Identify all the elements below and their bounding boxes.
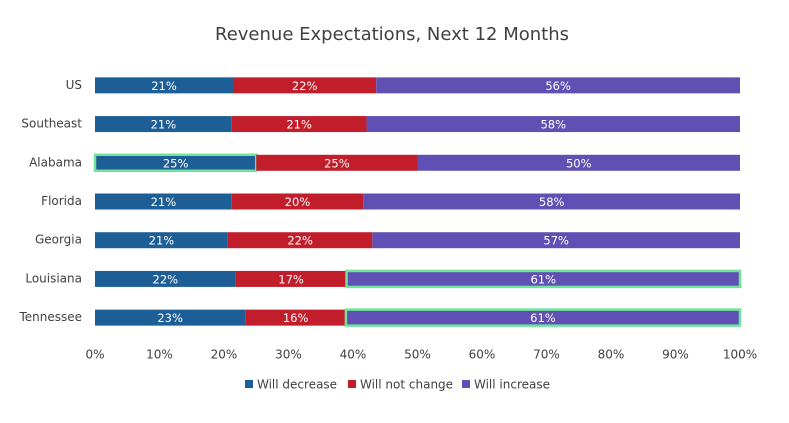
x-tick-label: 40%	[340, 348, 367, 362]
legend-swatch	[348, 380, 356, 388]
value-label: 61%	[530, 272, 556, 286]
value-label: 16%	[283, 311, 309, 325]
legend-swatch	[462, 380, 470, 388]
legend-label: Will decrease	[257, 378, 337, 392]
y-tick-label: Alabama	[29, 155, 82, 169]
bar-segment	[345, 269, 742, 289]
bar-segment	[95, 193, 232, 210]
value-label: 21%	[151, 118, 177, 132]
bar-segment	[231, 193, 364, 210]
bar-segment	[235, 270, 347, 287]
x-tick-label: 20%	[211, 348, 238, 362]
legend-label: Will increase	[474, 378, 550, 392]
y-tick-label: Tennessee	[18, 310, 82, 324]
value-label: 17%	[278, 272, 304, 286]
chart-title: Revenue Expectations, Next 12 Months	[215, 24, 569, 45]
value-label: 22%	[287, 234, 313, 248]
bar-segment	[231, 116, 367, 133]
bar-segment	[227, 232, 373, 249]
x-tick-label: 100%	[723, 348, 757, 362]
y-tick-label: Southeast	[21, 117, 82, 131]
value-label: 58%	[540, 118, 566, 132]
x-tick-label: 90%	[662, 348, 689, 362]
bar-segment	[256, 154, 418, 171]
bar-segment	[363, 193, 740, 210]
bar-segment	[95, 232, 228, 249]
x-tick-label: 0%	[85, 348, 104, 362]
value-label: 61%	[530, 311, 556, 325]
y-tick-label: Florida	[41, 194, 82, 208]
bar-segment	[233, 77, 377, 94]
x-tick-label: 30%	[275, 348, 302, 362]
value-label: 21%	[286, 118, 312, 132]
bar-segment	[95, 309, 246, 326]
value-label: 57%	[543, 234, 569, 248]
value-label: 21%	[149, 234, 175, 248]
bar-segment	[417, 154, 740, 171]
value-label: 22%	[292, 79, 318, 93]
bar-segment	[372, 232, 740, 249]
bar-segment	[366, 116, 740, 133]
value-label: 20%	[285, 195, 311, 209]
y-tick-label: Louisiana	[25, 271, 82, 285]
x-tick-label: 60%	[469, 348, 496, 362]
legend-swatch	[245, 380, 253, 388]
y-tick-label: US	[66, 78, 82, 92]
bar-segment	[95, 77, 234, 94]
value-label: 25%	[324, 156, 350, 170]
value-label: 25%	[163, 156, 189, 170]
value-label: 50%	[566, 156, 592, 170]
y-tick-label: Georgia	[35, 233, 82, 247]
value-label: 58%	[539, 195, 565, 209]
value-label: 21%	[151, 79, 177, 93]
x-tick-label: 10%	[146, 348, 173, 362]
value-label: 56%	[545, 79, 571, 93]
bar-segment	[376, 77, 740, 94]
x-tick-label: 80%	[598, 348, 625, 362]
bar-segment	[95, 270, 236, 287]
value-label: 23%	[157, 311, 183, 325]
bar-segment	[95, 116, 232, 133]
x-tick-label: 50%	[404, 348, 431, 362]
value-label: 21%	[151, 195, 177, 209]
bar-segment	[344, 308, 742, 327]
legend-label: Will not change	[360, 378, 453, 392]
value-label: 22%	[153, 272, 179, 286]
bar-segment	[245, 309, 346, 326]
x-tick-label: 70%	[533, 348, 560, 362]
